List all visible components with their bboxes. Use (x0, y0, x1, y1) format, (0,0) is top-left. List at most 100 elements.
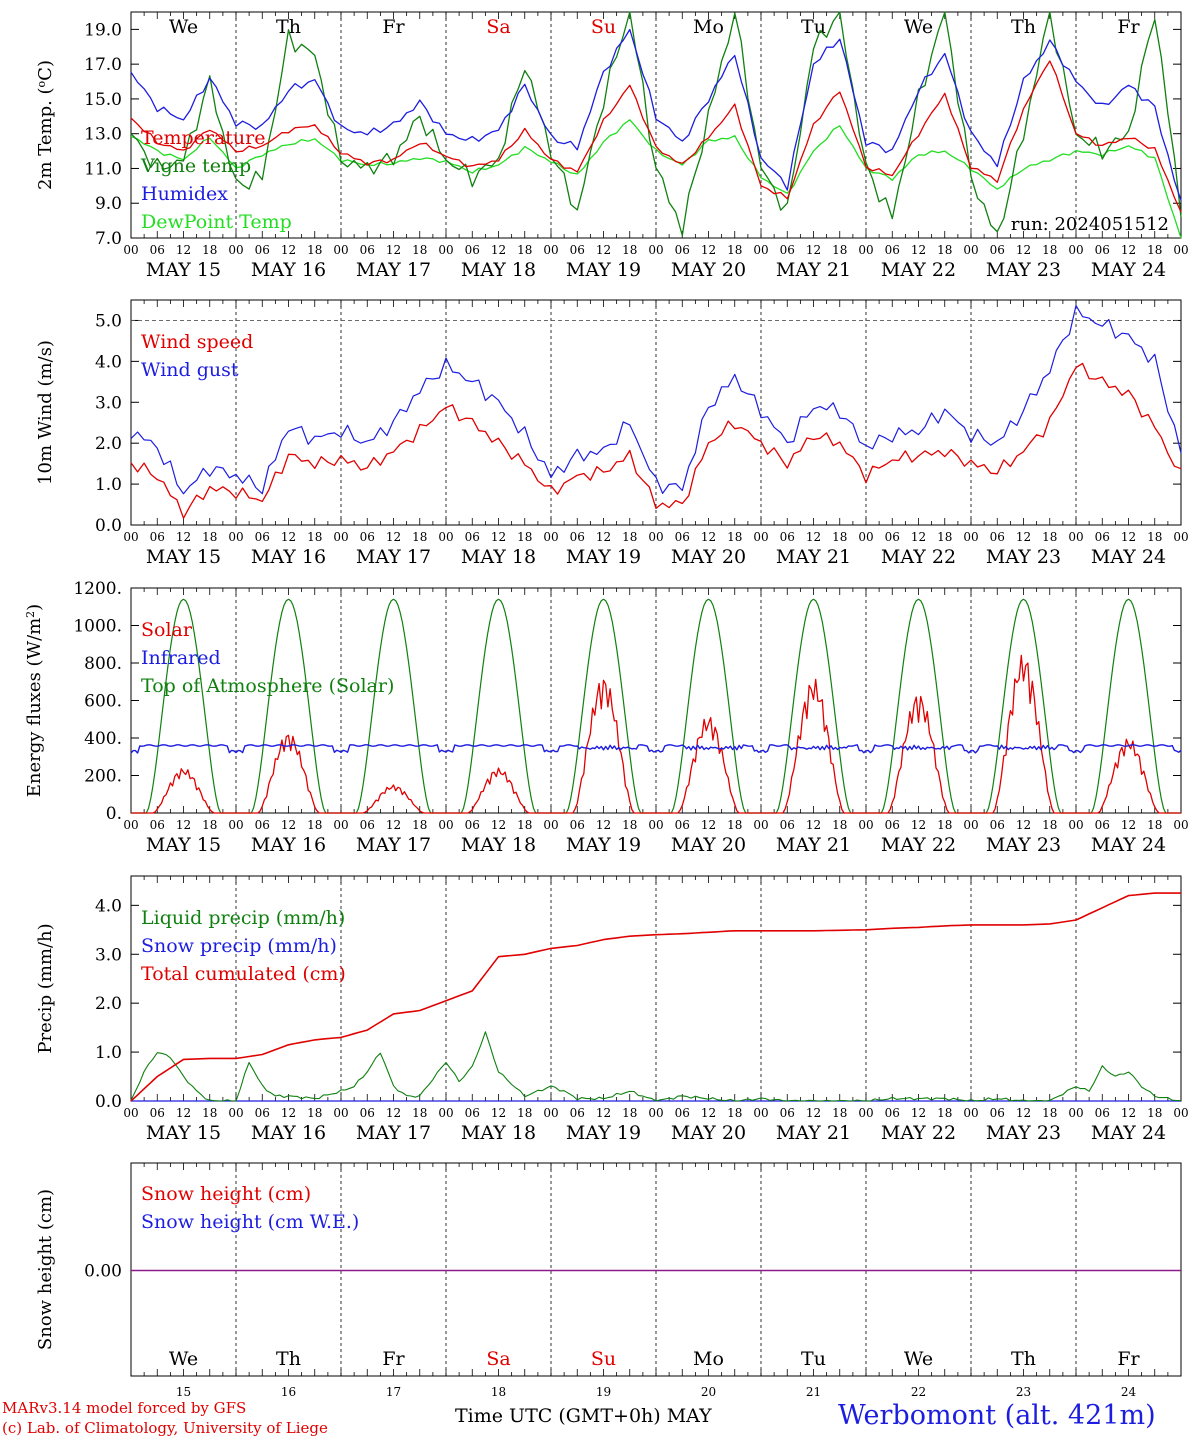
day-number-label: 15 (176, 1385, 191, 1399)
hour-tick-label: 00 (963, 818, 978, 832)
weekday-label: Su (591, 1348, 616, 1370)
hour-tick-label: 06 (675, 818, 690, 832)
hour-tick-label: 12 (386, 243, 401, 257)
series-liquid-precip (130, 1031, 1181, 1102)
hour-tick-label: 06 (885, 1106, 900, 1120)
hour-tick-label: 06 (990, 530, 1005, 544)
date-label: MAY 24 (1091, 834, 1166, 856)
series-temperature (130, 60, 1182, 213)
date-label: MAY 20 (671, 259, 746, 281)
hour-tick-label: 00 (228, 1106, 243, 1120)
hour-tick-label: 00 (1068, 530, 1083, 544)
hour-tick-label: 06 (465, 243, 480, 257)
hour-tick-label: 18 (412, 530, 427, 544)
weekday-label: We (904, 1348, 933, 1370)
series-humidex (130, 28, 1182, 201)
hour-tick-label: 18 (307, 243, 322, 257)
hour-tick-label: 12 (806, 243, 821, 257)
hour-tick-label: 00 (858, 1106, 873, 1120)
legend-humidex: Humidex (141, 183, 228, 205)
hour-tick-label: 06 (780, 530, 795, 544)
date-label: MAY 18 (461, 259, 536, 281)
temp-axis-tick-label: 15.0 (84, 90, 122, 110)
hour-tick-label: 06 (255, 243, 270, 257)
plot-frame (130, 587, 1182, 814)
hour-tick-label: 12 (911, 818, 926, 832)
hour-tick-label: 18 (1042, 1106, 1057, 1120)
hour-tick-label: 06 (1095, 818, 1110, 832)
date-label: MAY 19 (566, 259, 641, 281)
hour-tick-label: 00 (963, 243, 978, 257)
hour-tick-label: 06 (150, 818, 165, 832)
energy-axis-tick-label: 0. (106, 804, 122, 824)
hour-tick-label: 06 (360, 818, 375, 832)
hour-tick-label: 12 (911, 243, 926, 257)
date-label: MAY 17 (356, 546, 431, 568)
date-label: MAY 17 (356, 259, 431, 281)
hour-tick-label: 18 (517, 530, 532, 544)
hour-tick-label: 18 (1042, 530, 1057, 544)
hour-tick-label: 18 (832, 530, 847, 544)
hour-tick-label: 00 (753, 530, 768, 544)
date-label: MAY 16 (251, 1122, 326, 1144)
hour-tick-label: 00 (1068, 818, 1083, 832)
date-label: MAY 20 (671, 834, 746, 856)
legend-liquid-precip-mm-h: Liquid precip (mm/h) (141, 907, 345, 929)
date-label: MAY 17 (356, 1122, 431, 1144)
energy-axis-tick-label: 600. (84, 692, 122, 712)
hour-tick-label: 12 (701, 530, 716, 544)
series-vigne-temp (130, 11, 1182, 237)
hour-tick-label: 12 (176, 243, 191, 257)
hour-tick-label: 18 (1147, 243, 1162, 257)
hour-tick-label: 12 (701, 1106, 716, 1120)
hour-tick-label: 06 (675, 243, 690, 257)
x-axis-title: Time UTC (GMT+0h) MAY (455, 1405, 712, 1427)
date-label: MAY 23 (986, 259, 1061, 281)
hour-tick-label: 06 (465, 530, 480, 544)
weekday-label: Th (276, 1348, 301, 1370)
wind-axis-tick-label: 5.0 (95, 311, 122, 331)
hour-tick-label: 06 (570, 243, 585, 257)
hour-tick-label: 06 (675, 530, 690, 544)
day-number-label: 20 (701, 1385, 716, 1399)
day-number-label: 19 (596, 1385, 611, 1399)
energy-axis-tick-label: 200. (84, 767, 122, 787)
series-wind-speed (130, 362, 1182, 519)
hour-tick-label: 06 (1095, 1106, 1110, 1120)
hour-tick-label: 00 (753, 1106, 768, 1120)
hour-tick-label: 12 (1121, 1106, 1136, 1120)
hour-tick-label: 18 (412, 818, 427, 832)
hour-tick-label: 18 (517, 1106, 532, 1120)
hour-tick-label: 00 (858, 818, 873, 832)
hour-tick-label: 18 (937, 818, 952, 832)
hour-tick-label: 18 (202, 1106, 217, 1120)
energy-axis-tick-label: 400. (84, 729, 122, 749)
weekday-label: Su (591, 16, 616, 38)
hour-tick-label: 06 (780, 243, 795, 257)
hour-tick-label: 00 (438, 1106, 453, 1120)
wind-axis-title: 10m Wind (m/s) (35, 340, 56, 485)
hour-tick-label: 18 (1042, 243, 1057, 257)
hour-tick-label: 00 (648, 1106, 663, 1120)
panel-5 (130, 1162, 1182, 1377)
legend-vigne-temp: Vigne temp (140, 155, 251, 177)
date-label: MAY 19 (566, 1122, 641, 1144)
temp-axis-tick-label: 9.0 (95, 194, 122, 214)
date-label: MAY 15 (146, 834, 221, 856)
legend-total-cumulated-cm: Total cumulated (cm) (141, 963, 346, 985)
date-label: MAY 17 (356, 834, 431, 856)
weekday-label: Tu (801, 1348, 826, 1370)
hour-tick-label: 18 (832, 1106, 847, 1120)
hour-tick-label: 12 (806, 530, 821, 544)
date-label: MAY 21 (776, 546, 851, 568)
hour-tick-label: 06 (570, 530, 585, 544)
hour-tick-label: 06 (990, 243, 1005, 257)
hour-tick-label: 12 (1121, 818, 1136, 832)
hour-tick-label: 06 (360, 243, 375, 257)
precip-axis-tick-label: 1.0 (95, 1043, 122, 1063)
date-label: MAY 16 (251, 546, 326, 568)
day-number-label: 17 (386, 1385, 401, 1399)
hour-tick-label: 00 (1173, 243, 1188, 257)
hour-tick-label: 12 (1016, 818, 1031, 832)
date-label: MAY 20 (671, 546, 746, 568)
